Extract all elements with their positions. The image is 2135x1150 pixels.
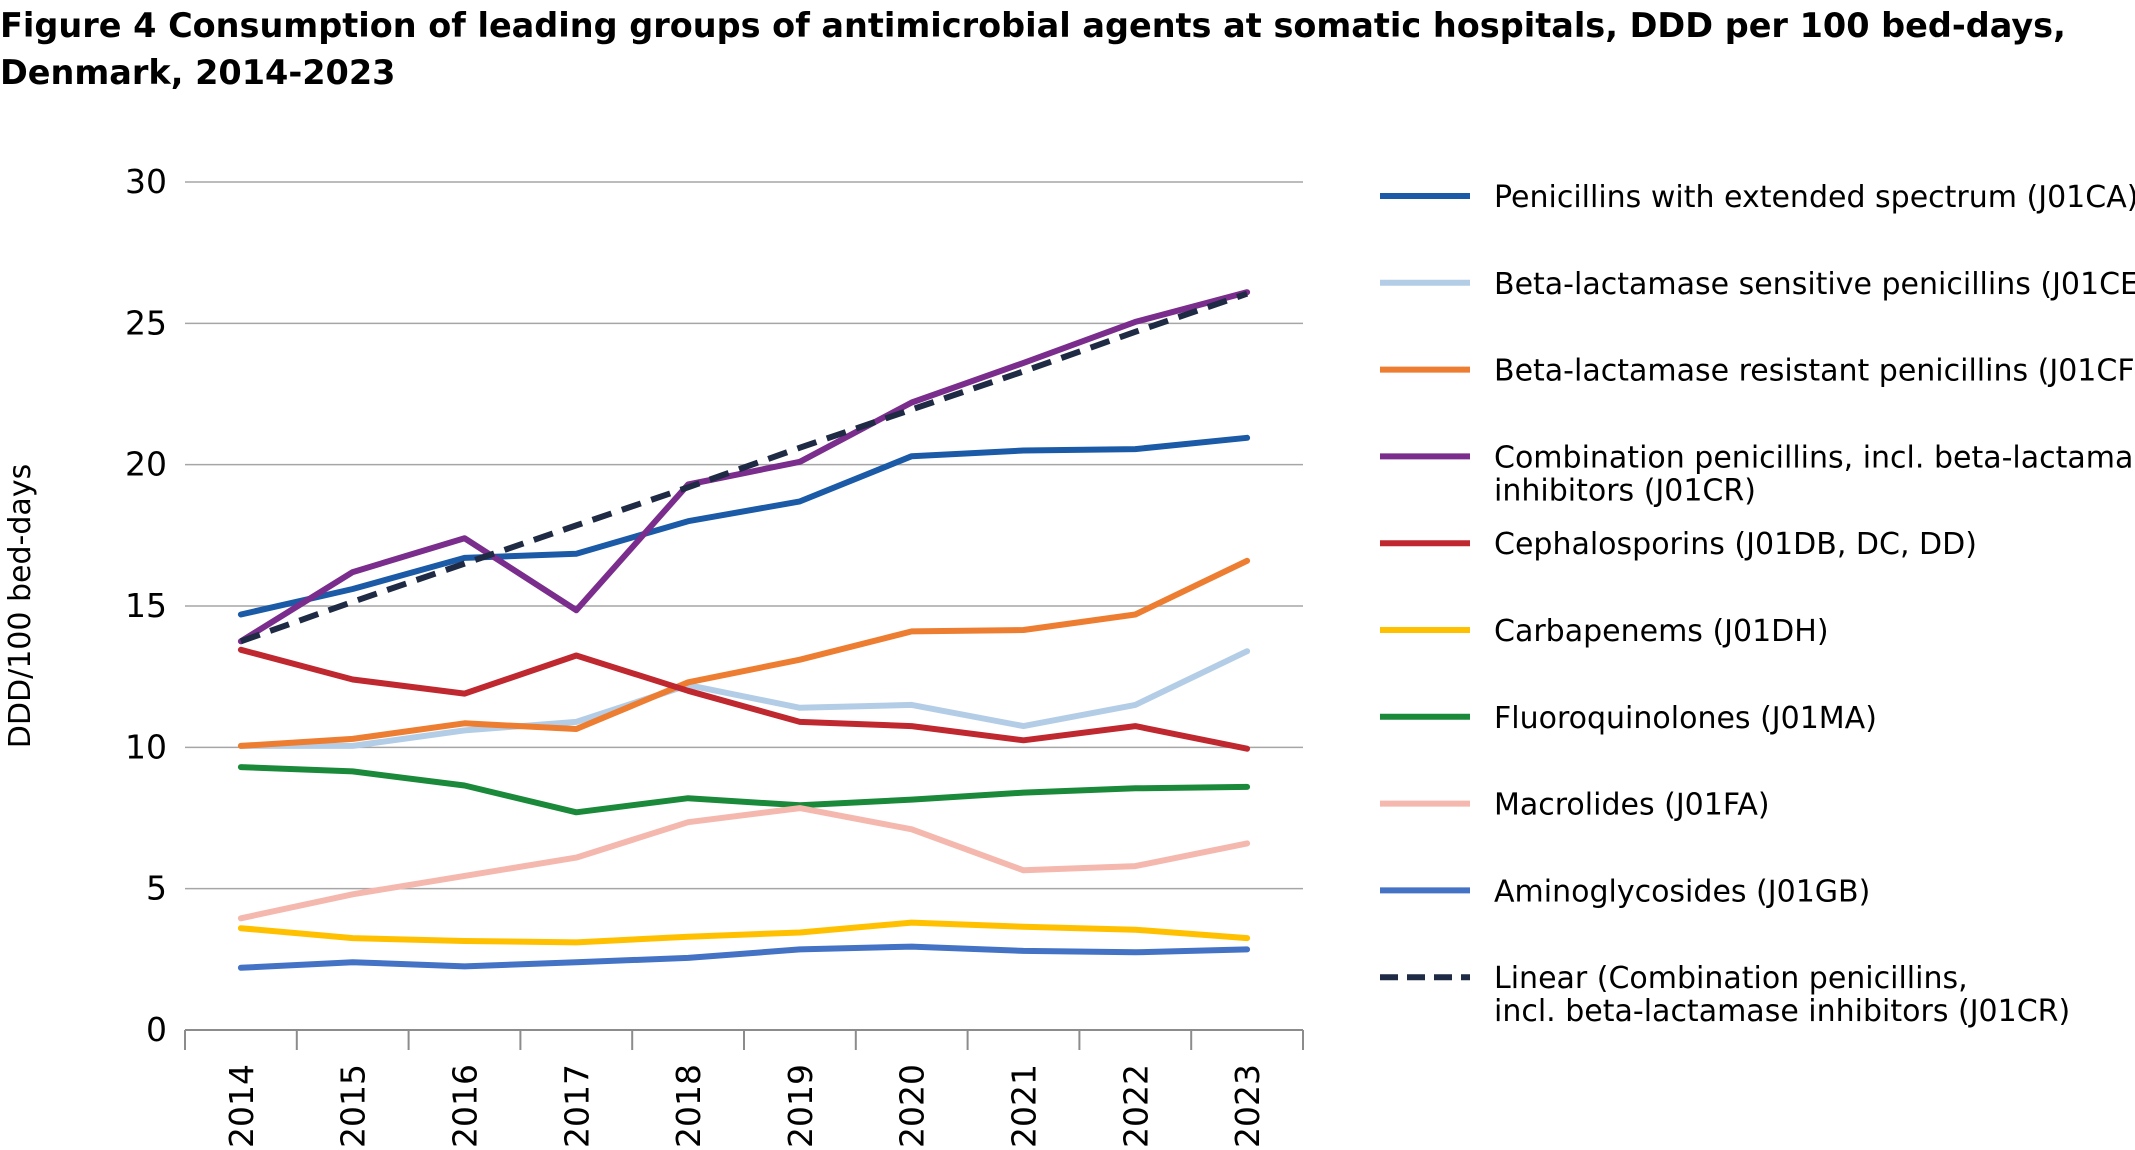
y-tick-label: 30 bbox=[125, 162, 167, 201]
legend-label: Fluoroquinolones (J01MA) bbox=[1494, 701, 1877, 736]
legend-item: Cephalosporins (J01DB, DC, DD) bbox=[1380, 527, 1977, 562]
legend-label: Combination penicillins, incl. beta-lact… bbox=[1494, 440, 2135, 508]
series-line-9 bbox=[239, 290, 1249, 645]
legend-label: Carbapenems (J01DH) bbox=[1494, 614, 1829, 649]
x-tick-label: 2021 bbox=[1005, 1064, 1044, 1148]
legend-item: Beta-lactamase resistant penicillins (J0… bbox=[1380, 354, 2135, 389]
series-lines bbox=[237, 289, 1251, 971]
y-tick-label: 20 bbox=[125, 445, 167, 484]
legend-label: Beta-lactamase resistant penicillins (J0… bbox=[1494, 354, 2135, 389]
legend-item: Carbapenems (J01DH) bbox=[1380, 614, 1829, 649]
legend-item: Penicillins with extended spectrum (J01C… bbox=[1380, 180, 2135, 215]
legend-label: Linear (Combination penicillins, incl. be… bbox=[1494, 961, 2070, 1029]
legend-item: Fluoroquinolones (J01MA) bbox=[1380, 701, 1877, 736]
x-tick-label: 2019 bbox=[781, 1064, 820, 1148]
y-tick-label: 5 bbox=[146, 869, 167, 908]
series-line-3 bbox=[237, 289, 1251, 645]
x-tick-label: 2022 bbox=[1116, 1064, 1155, 1148]
gridlines bbox=[185, 181, 1303, 890]
chart-title: Figure 4 Consumption of leading groups o… bbox=[0, 6, 2066, 92]
series-line-4 bbox=[237, 646, 1251, 752]
series-line-7 bbox=[237, 805, 1251, 922]
y-tick-label: 15 bbox=[125, 586, 167, 625]
legend: Penicillins with extended spectrum (J01C… bbox=[1380, 180, 2135, 1029]
series-line-5 bbox=[237, 919, 1251, 946]
x-tick-label: 2017 bbox=[557, 1064, 596, 1148]
legend-item: Beta-lactamase sensitive penicillins (J0… bbox=[1380, 267, 2135, 302]
legend-item: Combination penicillins, incl. beta-lact… bbox=[1380, 440, 2135, 508]
series-line-6 bbox=[237, 764, 1251, 816]
legend-item: Linear (Combination penicillins, incl. be… bbox=[1380, 961, 2070, 1029]
series-line-0 bbox=[237, 434, 1251, 618]
series-line-8 bbox=[237, 943, 1251, 971]
x-tick-label: 2014 bbox=[222, 1064, 261, 1148]
y-tick-label: 0 bbox=[146, 1010, 167, 1049]
x-tick-label: 2016 bbox=[446, 1064, 485, 1148]
legend-label: Beta-lactamase sensitive penicillins (J0… bbox=[1494, 267, 2135, 302]
x-tick-label: 2020 bbox=[893, 1064, 932, 1148]
x-tick-label: 2018 bbox=[669, 1064, 708, 1148]
legend-label: Cephalosporins (J01DB, DC, DD) bbox=[1494, 527, 1977, 562]
axes: 0 5 10 15 20 25 30 2014 2015 2016 2017 2018 2019 2020… bbox=[3, 162, 1304, 1148]
legend-label: Penicillins with extended spectrum (J01C… bbox=[1494, 180, 2135, 215]
x-tick-label: 2015 bbox=[334, 1064, 373, 1148]
y-tick-label: 25 bbox=[125, 303, 167, 342]
legend-item: Macrolides (J01FA) bbox=[1380, 788, 1770, 823]
y-axis-title: DDD/100 bed-days bbox=[3, 464, 38, 748]
y-tick-label: 10 bbox=[125, 727, 167, 766]
legend-label: Aminoglycosides (J01GB) bbox=[1494, 874, 1870, 909]
legend-item: Aminoglycosides (J01GB) bbox=[1380, 874, 1870, 909]
series-line-2 bbox=[237, 557, 1251, 749]
series-line-1 bbox=[237, 648, 1251, 749]
x-tick-label: 2023 bbox=[1228, 1064, 1267, 1148]
legend-label: Macrolides (J01FA) bbox=[1494, 788, 1770, 823]
